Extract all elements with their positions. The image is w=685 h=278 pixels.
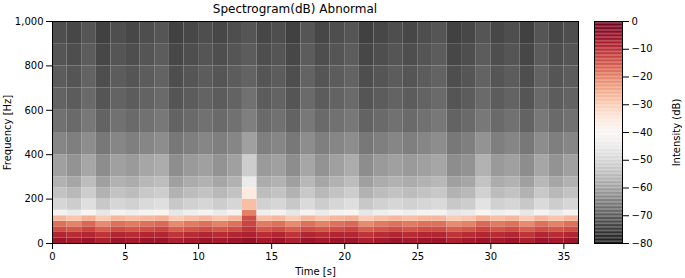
svg-text:Time [s]: Time [s]: [294, 266, 336, 277]
svg-text:0: 0: [37, 238, 43, 249]
svg-text:600: 600: [24, 105, 43, 116]
svg-text:25: 25: [411, 251, 424, 262]
svg-text:−30: −30: [632, 99, 653, 110]
html-text:Spectrogram(dB) Abnormal: Spectrogram(dB) Abnormal: [212, 2, 378, 16]
svg-text:200: 200: [24, 193, 43, 204]
svg-text:−10: −10: [632, 43, 653, 54]
svg-text:35: 35: [558, 251, 571, 262]
svg-text:10: 10: [192, 251, 205, 262]
svg-text:5: 5: [122, 251, 128, 262]
svg-text:Intensity (dB): Intensity (dB): [671, 99, 682, 167]
svg-text:0: 0: [632, 17, 638, 27]
svg-text:800: 800: [24, 60, 43, 71]
svg-text:15: 15: [265, 251, 278, 262]
svg-text:−60: −60: [632, 182, 653, 193]
svg-text:−50: −50: [632, 154, 653, 165]
svg-text:−70: −70: [632, 210, 653, 221]
svg-text:400: 400: [24, 149, 43, 160]
svg-text:30: 30: [484, 251, 497, 262]
svg-text:1,000: 1,000: [15, 17, 44, 27]
svg-text:−80: −80: [632, 238, 653, 249]
svg-text:0: 0: [49, 251, 55, 262]
svg-text:−40: −40: [632, 127, 653, 138]
svg-text:−20: −20: [632, 71, 653, 82]
svg-text:Frequency [Hz]: Frequency [Hz]: [2, 95, 13, 171]
svg-text:20: 20: [338, 251, 351, 262]
